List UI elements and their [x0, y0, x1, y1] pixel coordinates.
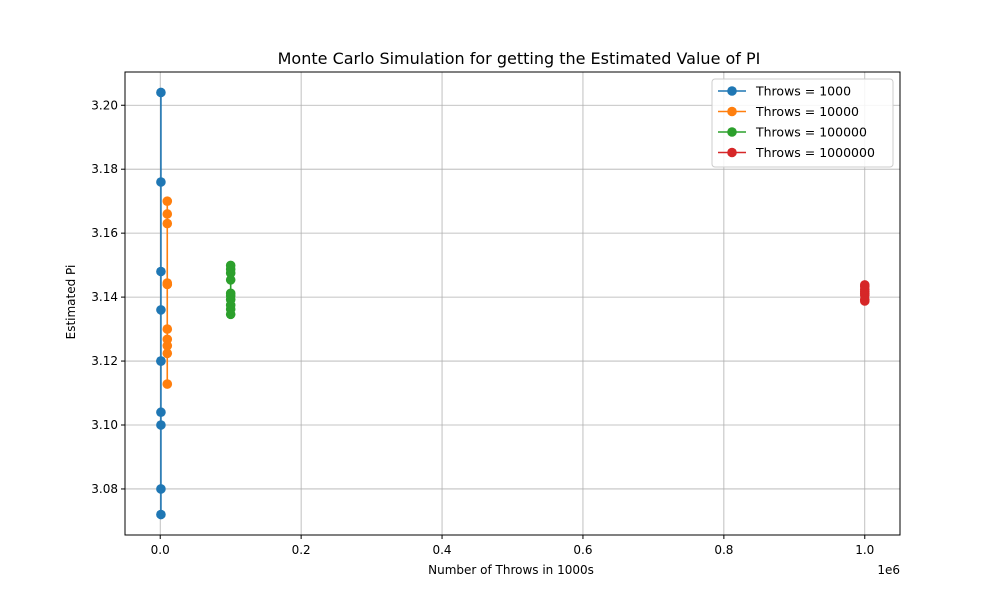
legend-label: Throws = 100000: [755, 125, 867, 140]
y-tick-label: 3.10: [91, 418, 118, 432]
series-2: [162, 196, 173, 389]
data-point: [156, 509, 166, 520]
series-1: [156, 87, 166, 520]
data-point: [162, 279, 173, 290]
data-point: [162, 324, 173, 334]
data-point: [225, 275, 236, 285]
x-tick-label: 0.6: [573, 543, 592, 557]
x-tick-label: 0.0: [151, 543, 170, 557]
y-tick-label: 3.16: [91, 226, 118, 240]
x-tick-label: 1.0: [855, 543, 874, 557]
plot-frame: [124, 71, 901, 536]
x-tick-label: 0.8: [714, 543, 733, 557]
x-offset-label: 1e6: [877, 563, 900, 577]
data-point: [859, 296, 870, 306]
data-point: [156, 177, 166, 187]
x-axis-label: Number of Throws in 1000s: [428, 563, 594, 577]
data-point: [225, 309, 236, 320]
legend-marker: [727, 106, 737, 117]
data-point: [162, 196, 173, 206]
legend: Throws = 1000 Throws = 10000 Throws = 1000…: [711, 78, 894, 168]
legend-item: Throws = 10000: [718, 104, 859, 119]
legend-marker: [727, 127, 737, 137]
data-point: [225, 268, 236, 278]
data-point: [156, 407, 166, 418]
legend-marker: [727, 147, 737, 158]
series-4: [859, 280, 870, 306]
legend-box: [711, 78, 894, 168]
x-axis: 0.0 0.2 0.4 0.6 0.8 1.0: [151, 535, 874, 557]
x-tick-label: 0.2: [292, 543, 311, 557]
data-point: [156, 484, 166, 494]
y-axis: 3.08 3.10 3.12 3.14 3.16 3.18 3.20: [91, 98, 125, 496]
y-tick-label: 3.18: [91, 162, 118, 176]
legend-item: Throws = 1000: [718, 84, 851, 99]
data-point: [156, 420, 166, 430]
data-point: [162, 209, 173, 219]
y-tick-label: 3.12: [91, 354, 118, 368]
data-point: [156, 266, 166, 277]
data-point: [156, 87, 166, 98]
data-point: [156, 356, 166, 366]
legend-item: Throws = 100000: [718, 125, 867, 140]
data-point: [162, 379, 173, 389]
y-tick-label: 3.08: [91, 482, 118, 496]
legend-marker: [727, 86, 737, 96]
data-point: [156, 305, 166, 315]
grid-lines: [125, 72, 900, 535]
data-point: [162, 348, 173, 359]
legend-label: Throws = 1000: [755, 84, 851, 99]
y-axis-label: Estimated Pi: [64, 265, 78, 340]
legend-label: Throws = 1000000: [755, 145, 875, 160]
legend-label: Throws = 10000: [755, 104, 859, 119]
series-layer: [156, 87, 870, 520]
x-tick-label: 0.4: [432, 543, 451, 557]
data-point: [162, 218, 173, 229]
legend-item: Throws = 1000000: [718, 145, 875, 160]
y-tick-label: 3.20: [91, 98, 118, 112]
y-tick-label: 3.14: [91, 290, 118, 304]
data-point: [162, 340, 173, 351]
series-3: [225, 260, 236, 320]
chart-title: Monte Carlo Simulation for getting the E…: [278, 49, 761, 68]
